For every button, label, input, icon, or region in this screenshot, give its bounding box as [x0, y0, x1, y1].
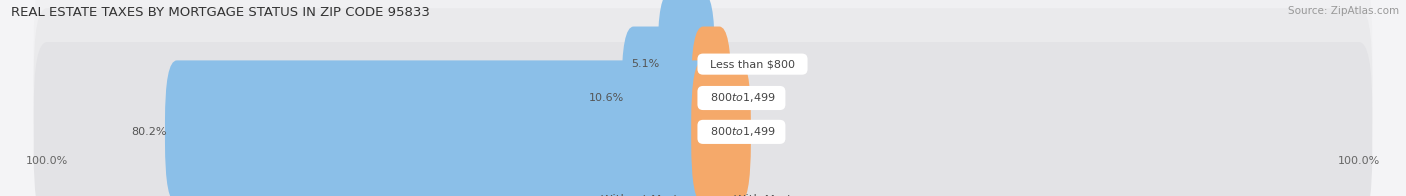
Legend: Without Mortgage, With Mortgage: Without Mortgage, With Mortgage	[585, 194, 821, 196]
FancyBboxPatch shape	[165, 60, 714, 196]
FancyBboxPatch shape	[658, 0, 714, 136]
Text: 80.2%: 80.2%	[131, 127, 167, 137]
Text: 10.6%: 10.6%	[588, 93, 624, 103]
FancyBboxPatch shape	[34, 42, 1372, 196]
Text: $800 to $1,499: $800 to $1,499	[703, 125, 780, 138]
Text: 0.0%: 0.0%	[713, 59, 741, 69]
Text: REAL ESTATE TAXES BY MORTGAGE STATUS IN ZIP CODE 95833: REAL ESTATE TAXES BY MORTGAGE STATUS IN …	[11, 6, 430, 19]
Text: $800 to $1,499: $800 to $1,499	[703, 92, 780, 104]
Text: 5.1%: 5.1%	[631, 59, 659, 69]
FancyBboxPatch shape	[34, 8, 1372, 188]
FancyBboxPatch shape	[692, 26, 731, 170]
Text: Source: ZipAtlas.com: Source: ZipAtlas.com	[1288, 6, 1399, 16]
Text: Less than $800: Less than $800	[703, 59, 801, 69]
FancyBboxPatch shape	[692, 60, 751, 196]
Text: 2.5%: 2.5%	[730, 93, 758, 103]
FancyBboxPatch shape	[621, 26, 714, 170]
FancyBboxPatch shape	[34, 0, 1372, 154]
Text: 5.5%: 5.5%	[749, 127, 778, 137]
